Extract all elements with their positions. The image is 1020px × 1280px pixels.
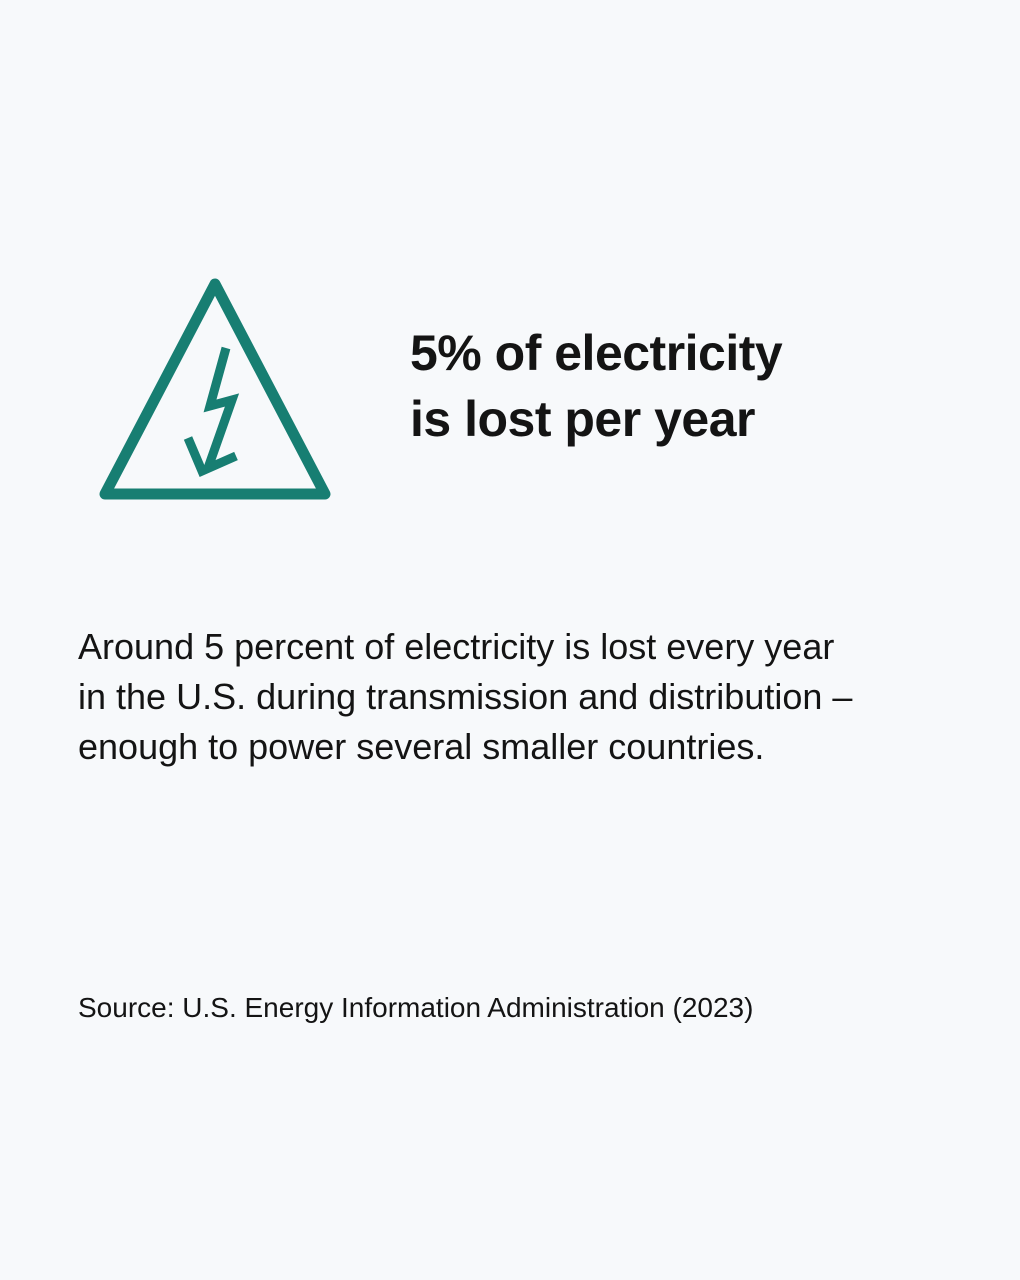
headline-line-2: is lost per year [410,391,755,447]
headline-line-1: 5% of electricity [410,325,783,381]
headline: 5% of electricity is lost per year [410,320,970,452]
body-line-3: enough to power several smaller countrie… [78,726,765,767]
lightning-bolt-icon [203,346,240,470]
warning-icon [92,278,338,508]
triangle-outline [99,278,331,500]
body-line-1: Around 5 percent of electricity is lost … [78,626,835,667]
body-line-2: in the U.S. during transmission and dist… [78,676,853,717]
body-paragraph: Around 5 percent of electricity is lost … [78,622,978,772]
source-citation: Source: U.S. Energy Information Administ… [78,992,754,1023]
arrowhead [183,436,238,477]
